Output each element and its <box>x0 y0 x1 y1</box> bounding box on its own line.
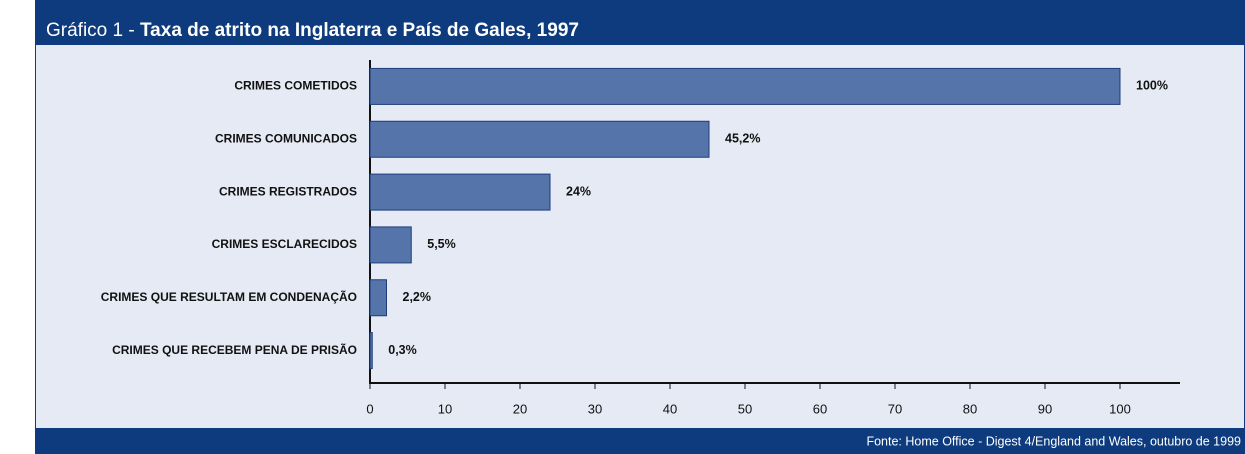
value-label: 100% <box>1136 79 1168 93</box>
x-tick-label: 80 <box>963 401 977 416</box>
value-label: 2,2% <box>403 290 432 304</box>
x-tick-label: 30 <box>588 401 602 416</box>
x-tick-label: 40 <box>663 401 677 416</box>
value-label: 0,3% <box>388 343 417 357</box>
source: Fonte: Home Office - Digest 4/England an… <box>866 434 1241 448</box>
bar <box>369 279 387 317</box>
x-tick-label: 0 <box>366 401 373 416</box>
bar <box>369 67 1121 105</box>
y-tick-label: CRIMES COMUNICADOS <box>215 131 357 145</box>
source-banner <box>35 428 1245 454</box>
y-tick-label: CRIMES QUE RECEBEM PENA DE PRISÃO <box>112 342 357 357</box>
value-label: 45,2% <box>725 132 760 146</box>
value-label: 5,5% <box>427 237 456 251</box>
x-tick-label: 70 <box>888 401 902 416</box>
y-tick-label: CRIMES QUE RESULTAM EM CONDENAÇÃO <box>101 289 357 304</box>
y-tick-label: CRIMES ESCLARECIDOS <box>212 237 357 251</box>
x-tick-label: 10 <box>438 401 452 416</box>
x-tick-label: 100 <box>1109 401 1131 416</box>
bar <box>369 173 551 211</box>
y-tick-label: CRIMES REGISTRADOS <box>219 184 357 198</box>
bar <box>369 332 373 370</box>
y-tick-label: CRIMES COMETIDOS <box>234 79 357 93</box>
chart-title: Gráfico 1 - Taxa de atrito na Inglaterra… <box>46 20 579 41</box>
x-tick-label: 60 <box>813 401 827 416</box>
chart-label: Gráfico 1 - <box>46 20 135 41</box>
title-banner <box>35 0 1245 45</box>
bar <box>369 226 412 264</box>
bar <box>369 120 710 158</box>
value-label: 24% <box>566 184 591 198</box>
x-tick-label: 90 <box>1038 401 1052 416</box>
x-tick-label: 20 <box>513 401 527 416</box>
chart-title-text: Taxa de atrito na Inglaterra e País de G… <box>140 20 579 41</box>
x-tick-label: 50 <box>738 401 752 416</box>
